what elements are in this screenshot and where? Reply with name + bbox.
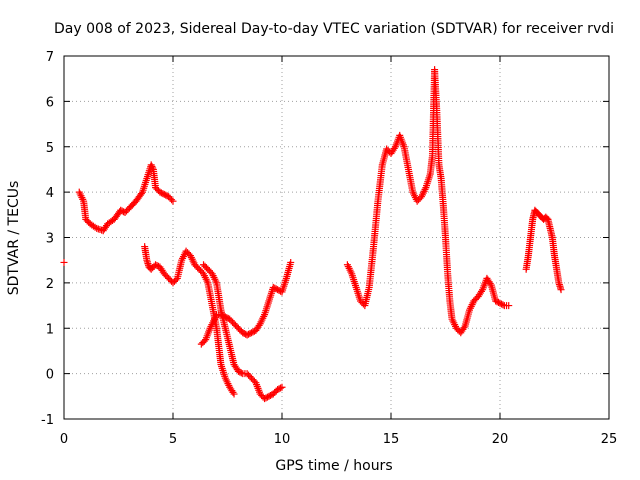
data-point [486, 279, 494, 287]
x-tick-label: 15 [383, 432, 400, 447]
data-point [172, 276, 180, 284]
y-axis-label: SDTVAR / TECUs [6, 181, 22, 296]
data-point [137, 190, 145, 198]
series-seg5 [343, 66, 513, 337]
data-point [237, 369, 245, 377]
grid-layer [64, 56, 609, 419]
data-point [477, 287, 485, 295]
data-point [169, 197, 177, 205]
y-tick-label: 6 [46, 95, 54, 110]
data-point [211, 314, 219, 322]
data-point [287, 258, 295, 266]
data-point [505, 302, 513, 310]
x-tick-label: 20 [492, 432, 509, 447]
chart-title: Day 008 of 2023, Sidereal Day-to-day VTE… [54, 21, 614, 37]
tick-layer: 0 5 10 15 20 25 -1 0 1 2 3 4 5 6 7 [41, 50, 617, 447]
data-point [168, 196, 176, 204]
x-axis-label: GPS time / hours [275, 458, 392, 474]
data-point [277, 384, 285, 392]
x-tick-label: 5 [169, 432, 177, 447]
y-tick-label: 4 [46, 186, 54, 201]
series-seg3 [197, 258, 295, 348]
data-point [460, 324, 468, 332]
y-tick-label: -1 [41, 413, 54, 428]
data-point [230, 390, 238, 398]
data-point [91, 223, 99, 231]
data-point [557, 286, 565, 294]
x-tick-label: 0 [60, 432, 68, 447]
data-point [229, 388, 237, 396]
series-seg6 [522, 206, 565, 294]
x-tick-label: 25 [601, 432, 618, 447]
series-layer [60, 66, 565, 403]
data-point [147, 161, 155, 169]
data-point [499, 301, 507, 309]
y-tick-label: 7 [46, 50, 54, 65]
y-tick-label: 0 [46, 368, 54, 383]
data-point [278, 383, 286, 391]
data-point [210, 315, 218, 323]
series-seg2 [141, 243, 238, 398]
series-seg4 [200, 261, 286, 403]
data-point [148, 162, 156, 170]
data-point [255, 321, 263, 329]
x-tick-label: 10 [274, 432, 291, 447]
data-point [149, 164, 157, 172]
y-tick-label: 1 [46, 322, 54, 337]
y-tick-label: 5 [46, 141, 54, 156]
series-seg0 [60, 258, 68, 266]
data-point [60, 258, 68, 266]
data-point [543, 214, 551, 222]
series-seg1 [75, 161, 177, 235]
y-tick-label: 3 [46, 232, 54, 247]
data-point [390, 144, 398, 152]
y-tick-label: 2 [46, 277, 54, 292]
